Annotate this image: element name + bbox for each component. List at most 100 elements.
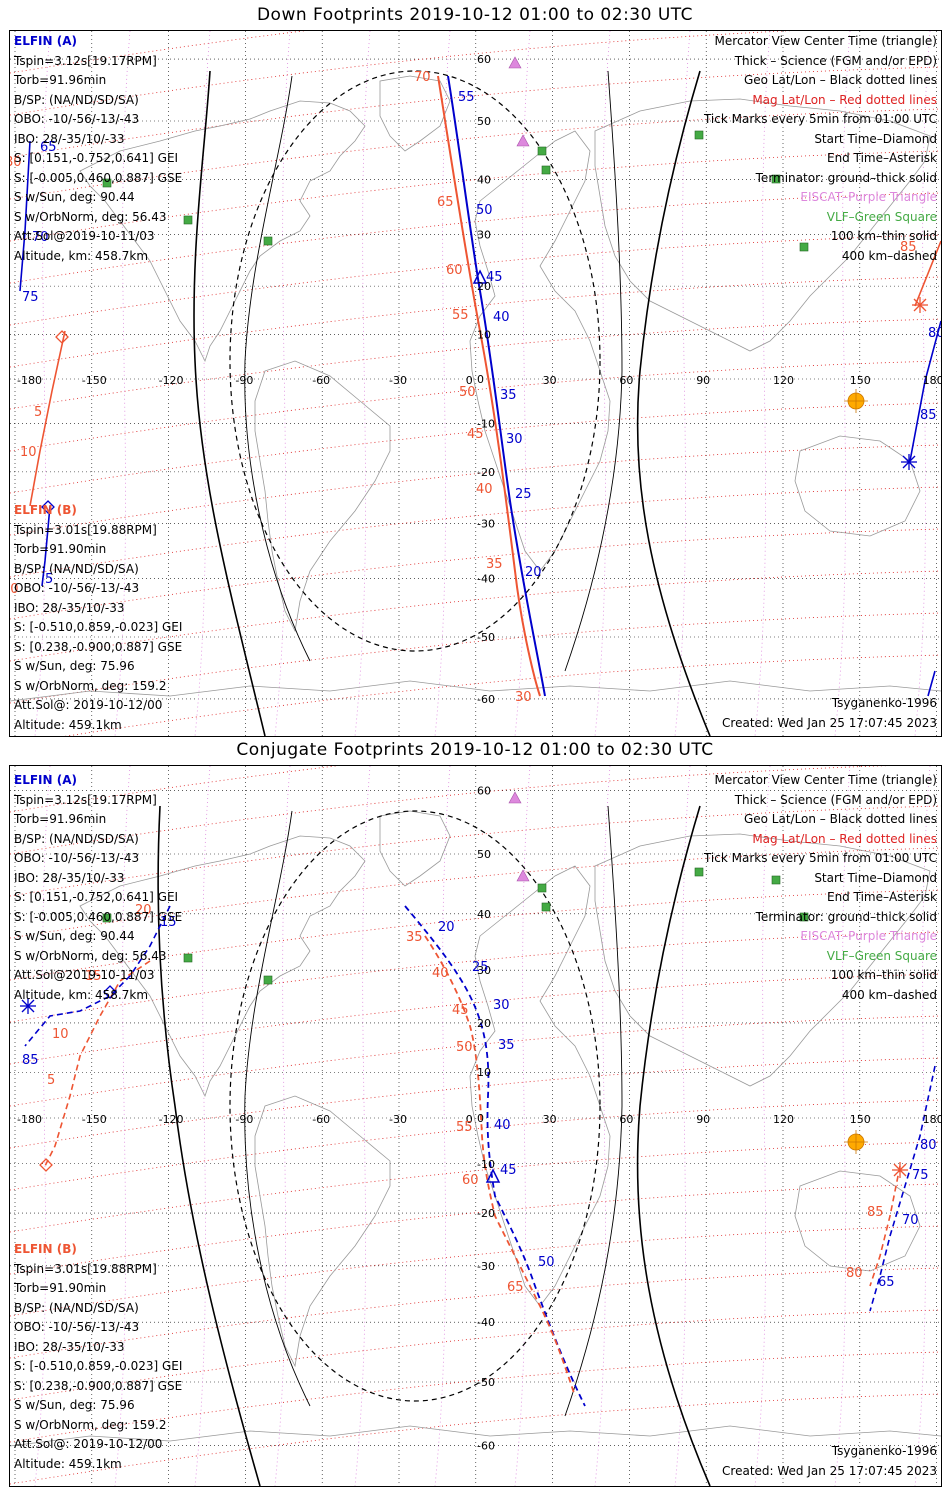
mag-longitude-line	[674, 31, 691, 736]
mag-latitude-line	[10, 847, 941, 939]
track-label: 20	[438, 920, 455, 935]
legend-item: EISCAT–Purple Triangle	[800, 929, 937, 943]
elfin-a-track-east	[869, 1065, 936, 1312]
elfin-b-line: S w/Sun, deg: 75.96	[14, 1398, 135, 1412]
legend-item: End Time–Asterisk	[826, 890, 937, 904]
elfin-a-line: S: [0.151,-0.752,0.641] GEI	[14, 151, 179, 165]
elfin-a-line: Att.Sol@2019-10-11/03	[14, 229, 155, 243]
elfin-b-line: B/SP: (NA/ND/SD/SA)	[14, 1300, 139, 1315]
geo-grid-lines	[10, 31, 941, 736]
vlf-square	[771, 174, 781, 184]
legend-item: Geo Lat/Lon – Black dotted lines	[743, 73, 937, 87]
elfin-a-tick-labels: 20 25 30 35 40 45 50 80 75 70 65 85 15	[22, 915, 937, 1290]
longitude-label: -120	[159, 1113, 184, 1126]
elfin-b-line: S w/OrbNorm, deg: 159.2	[14, 678, 167, 693]
track-label: 15	[85, 969, 102, 984]
legend-item: 100 km–thin solid	[830, 968, 937, 982]
coast-australia	[794, 435, 921, 537]
mag-latitude-line	[10, 1141, 941, 1233]
elfin-a-title: ELFIN (A)	[14, 34, 77, 48]
elfin-a-line: S: [-0.005,0.460,0.887] GSE	[14, 170, 183, 185]
longitude-label: 90	[696, 374, 710, 387]
longitude-label: 150	[850, 374, 871, 387]
mag-longitude-line	[194, 766, 211, 1486]
track-label: 50	[476, 203, 493, 218]
mag-latitude-line	[10, 486, 941, 578]
latitude-label: -10	[477, 418, 495, 431]
elfin-a-line: B/SP: (NA/ND/SD/SA)	[14, 92, 139, 107]
coast-north-america	[79, 835, 366, 1098]
track-label: 5	[34, 405, 42, 420]
legend-item: Tick Marks every 5min from 01:00 UTC	[703, 851, 937, 865]
elfin-a-tick-labels: 55 50 45 40 35 30 25 20 65 70 75 80 85 5	[22, 90, 941, 587]
longitude-label: 90	[696, 1113, 710, 1126]
vlf-square	[263, 236, 273, 246]
track-label: 25	[515, 487, 532, 502]
elfin-a-line: Tspin=3.12s[19.17RPM]	[14, 792, 157, 807]
terminator-east	[636, 70, 711, 736]
mag-latitude-line	[10, 1015, 941, 1107]
track-label: 40	[432, 966, 449, 981]
mag-longitude-line	[514, 31, 531, 736]
latitude-label: 60	[477, 785, 491, 798]
map-svg-down: -180-150-120-90-60-300306090120150180 -7…	[10, 31, 941, 736]
mag-longitude-line	[434, 766, 451, 1486]
vlf-square	[541, 902, 551, 912]
elfin-b-line: Torb=91.90min	[14, 542, 107, 556]
track-label: 70	[902, 1213, 919, 1228]
track-label: 60	[462, 1173, 479, 1188]
mag-longitude-line	[754, 31, 771, 736]
mag-longitude-line	[34, 31, 51, 736]
elfin-b-line: Altitude: 459.1km	[14, 1456, 122, 1471]
elfin-a-line: Att.Sol@2019-10-11/03	[14, 968, 155, 982]
track-label: 5	[45, 572, 53, 587]
elfin-b-line: S w/OrbNorm, deg: 159.2	[14, 1417, 167, 1432]
track-label: 65	[40, 140, 57, 155]
longitude-label: 60	[619, 1113, 633, 1126]
mag-latitude-line	[10, 1099, 941, 1191]
mag-latitude-line	[10, 108, 941, 200]
mag-latitude-line	[10, 31, 792, 116]
mag-latitude-line	[10, 805, 941, 897]
elfin-b-info: ELFIN (B) Tspin=3.01s[19.88RPM] Torb=91.…	[14, 1240, 182, 1474]
longitude-label: -60	[312, 374, 330, 387]
legend-item: Tick Marks every 5min from 01:00 UTC	[703, 112, 937, 126]
coast-asia	[594, 98, 931, 352]
eiscat-triangle	[516, 869, 530, 882]
longitude-label: 60	[619, 374, 633, 387]
track-label: 30	[493, 998, 510, 1013]
track-label: 80	[928, 326, 941, 341]
vlf-square	[771, 875, 781, 885]
track-label: 30	[506, 432, 523, 447]
mag-longitude-line	[354, 31, 371, 736]
mag-latitude-line	[10, 570, 941, 662]
longitude-label: -180	[17, 374, 42, 387]
track-label: 80	[10, 155, 22, 170]
coast-australia	[794, 1170, 921, 1272]
mag-longitude-line	[354, 766, 371, 1486]
mag-longitude-line	[34, 766, 51, 1486]
latitude-label: -30	[477, 517, 495, 530]
coast-south-america	[254, 1095, 391, 1368]
latitude-label: -50	[477, 631, 495, 644]
track-label: 55	[458, 90, 475, 105]
track-label: 10	[20, 445, 37, 460]
mag-longitude-line	[514, 766, 531, 1486]
track-label: 85	[920, 408, 937, 423]
elfin-a-track-west-low	[41, 505, 51, 587]
latitude-labels: -70-60-50-40-30-20-10010203040506070	[477, 785, 495, 1453]
elfin-a-line: S w/Sun, deg: 90.44	[14, 929, 135, 943]
latitude-label: 30	[477, 229, 491, 242]
coastlines	[10, 810, 941, 1447]
elfin-a-start-diamond	[41, 500, 55, 514]
track-label: 75	[22, 290, 39, 305]
elfin-b-line: Tspin=3.01s[19.88RPM]	[14, 522, 157, 537]
elfin-b-line: B/SP: (NA/ND/SD/SA)	[14, 561, 139, 576]
latitude-label: -60	[477, 1439, 495, 1452]
mag-latitude-line	[10, 612, 941, 704]
legend-item: Mag Lat/Lon – Red dotted lines	[752, 92, 937, 107]
mag-latitude-line	[10, 931, 941, 1023]
elfin-b-line: OBO: -10/-56/-13/-43	[14, 1320, 140, 1334]
terminator-100km-west	[244, 75, 311, 662]
elfin-b-title: ELFIN (B)	[14, 503, 77, 517]
